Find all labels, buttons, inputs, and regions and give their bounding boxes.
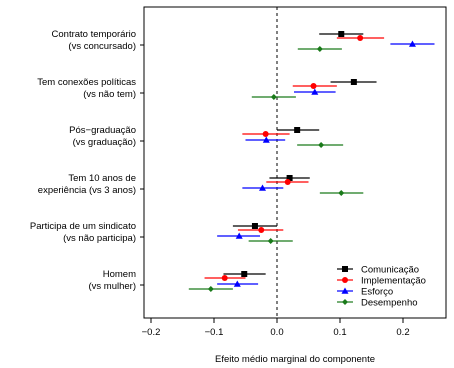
y-tick-label-line1: Pós−graduação	[69, 125, 136, 136]
data-point	[350, 79, 357, 85]
data-point	[262, 136, 270, 143]
legend-marker	[342, 277, 348, 283]
x-tick-label: 0.2	[396, 327, 409, 338]
data-point	[262, 131, 269, 137]
data-point	[221, 275, 228, 281]
x-tick-label: −0.2	[142, 327, 161, 338]
y-tick-label-line2: (vs não participa)	[63, 233, 136, 244]
legend: ComunicaçãoImplementaçãoEsforçoDesempenh…	[337, 265, 426, 309]
plot-frame	[143, 6, 447, 319]
series-diamond	[188, 46, 364, 292]
y-tick-label-line2: (vs mulher)	[88, 281, 136, 292]
data-point	[258, 227, 265, 233]
series-circle	[204, 35, 385, 281]
legend-marker	[342, 299, 348, 305]
x-tick-label: 0.1	[333, 327, 346, 338]
y-tick-label-line2: (vs não tem)	[83, 89, 136, 100]
data-point	[338, 31, 345, 37]
legend-label: Desempenho	[361, 298, 418, 309]
legend-marker	[341, 287, 349, 294]
y-tick-label-line1: Tem 10 anos de	[68, 173, 136, 184]
series-triangle	[217, 40, 435, 287]
y-tick-label-line1: Tem conexões políticas	[37, 77, 136, 88]
y-tick-label-line1: Homem	[103, 269, 136, 280]
x-tick-label: 0.0	[270, 327, 283, 338]
data-point	[286, 175, 293, 181]
y-tick-label-line1: Contrato temporário	[52, 29, 136, 40]
data-point	[357, 35, 364, 41]
series-square	[223, 31, 377, 277]
y-tick-label-line2: (vs graduação)	[73, 137, 136, 148]
legend-label: Esforço	[361, 287, 393, 298]
data-point	[267, 238, 274, 244]
data-point	[294, 127, 301, 133]
y-tick-label-line2: (vs concursado)	[68, 41, 136, 52]
data-point	[233, 280, 241, 287]
data-point	[311, 88, 319, 95]
data-point	[241, 271, 248, 277]
legend-label: Implementação	[361, 276, 426, 287]
y-tick-label-line1: Participa de um sindicato	[30, 221, 136, 232]
data-point	[207, 286, 214, 292]
data-point	[259, 184, 267, 191]
data-point	[235, 232, 243, 239]
data-point	[270, 94, 277, 100]
data-point	[338, 190, 345, 196]
data-point	[408, 40, 416, 47]
x-tick-label: −0.1	[205, 327, 224, 338]
legend-marker	[342, 266, 348, 272]
data-point	[310, 83, 317, 89]
x-axis-label: Efeito médio marginal do componente	[215, 354, 375, 365]
y-tick-label-line2: experiência (vs 3 anos)	[38, 185, 136, 196]
data-point	[316, 46, 323, 52]
data-point	[284, 179, 291, 185]
data-point	[251, 223, 258, 229]
legend-label: Comunicação	[361, 265, 419, 276]
data-point	[318, 142, 325, 148]
